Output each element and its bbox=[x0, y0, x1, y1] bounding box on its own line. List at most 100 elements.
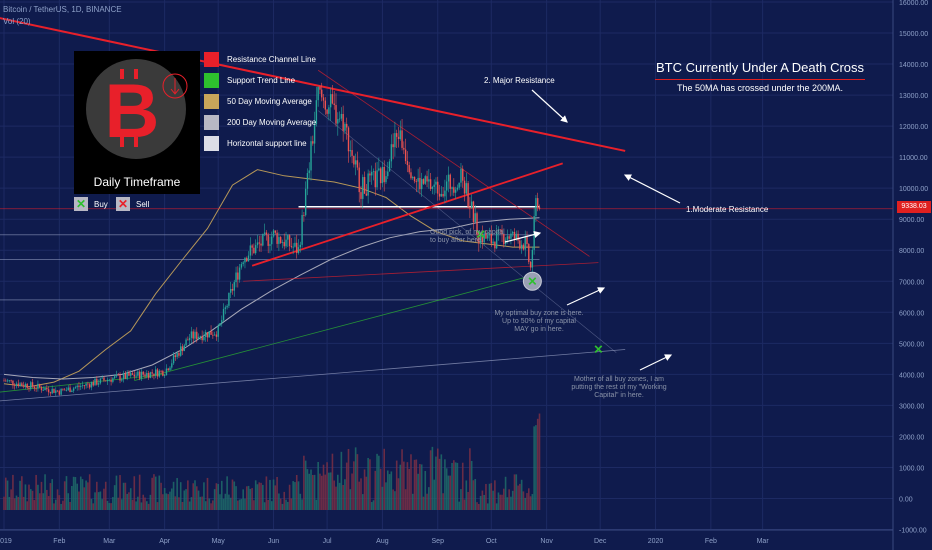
volume-bar bbox=[158, 475, 161, 510]
candle-body bbox=[417, 177, 419, 182]
volume-bar bbox=[147, 503, 150, 510]
candle-body bbox=[267, 234, 269, 246]
candle-body bbox=[537, 198, 539, 208]
volume-bar bbox=[326, 462, 328, 510]
candle-body bbox=[53, 388, 55, 393]
buy-legend: ✕ Buy bbox=[74, 197, 108, 211]
candle-body bbox=[219, 323, 221, 326]
ma200-line bbox=[3, 217, 540, 380]
candle-body bbox=[294, 242, 296, 247]
volume-bar bbox=[370, 502, 373, 510]
candle-body bbox=[358, 167, 360, 193]
candle-body bbox=[229, 288, 232, 293]
volume-bar bbox=[235, 486, 237, 510]
volume-bar bbox=[108, 503, 111, 510]
volume-bar bbox=[156, 502, 159, 510]
volume-bar bbox=[199, 496, 202, 510]
candle-body bbox=[420, 179, 423, 190]
legend-swatch bbox=[204, 51, 219, 67]
candle-body bbox=[440, 193, 443, 197]
candle-body bbox=[130, 373, 132, 376]
legend-swatch bbox=[204, 135, 219, 151]
candle-body bbox=[279, 237, 282, 243]
volume-bar bbox=[395, 460, 398, 510]
volume-bar bbox=[174, 496, 177, 510]
volume-bar bbox=[312, 474, 314, 510]
volume-bar bbox=[128, 492, 130, 510]
volume-bar bbox=[58, 495, 61, 510]
annotation-arrows bbox=[504, 89, 681, 371]
volume-bar bbox=[122, 482, 125, 510]
volume-bar bbox=[38, 493, 41, 510]
candle-body bbox=[160, 370, 162, 372]
candle-body bbox=[288, 235, 291, 247]
volume-bar bbox=[244, 498, 246, 510]
volume-bar bbox=[413, 459, 416, 510]
volume-bar bbox=[410, 454, 412, 510]
volume-bar bbox=[153, 474, 155, 510]
volume-bar bbox=[33, 500, 36, 510]
volume-bar bbox=[408, 468, 410, 510]
volume-bar bbox=[347, 449, 350, 510]
candle-body bbox=[510, 233, 512, 239]
volume-bar bbox=[331, 453, 334, 510]
buy-markers: ✕ ✕ ✕ bbox=[476, 228, 604, 357]
candle-body bbox=[313, 124, 316, 144]
volume-bar bbox=[24, 484, 27, 510]
volume-bar bbox=[201, 496, 203, 510]
volume-bar bbox=[270, 501, 273, 510]
candle-body bbox=[92, 382, 94, 386]
volume-bar bbox=[35, 474, 37, 510]
volume-bar bbox=[531, 494, 534, 510]
x-tick-label: Apr bbox=[159, 538, 171, 545]
candle-body bbox=[463, 180, 466, 194]
volume-bar bbox=[263, 502, 266, 510]
volume-bar bbox=[96, 481, 98, 510]
volume-bar bbox=[231, 479, 234, 510]
volume-bar bbox=[379, 468, 382, 510]
volume-bar bbox=[60, 503, 62, 510]
volume-bar bbox=[276, 476, 278, 510]
volume-bar bbox=[115, 475, 118, 510]
volume-bar bbox=[247, 485, 250, 510]
legend-label: Horizontal support line bbox=[227, 138, 307, 148]
candle-body bbox=[212, 334, 214, 336]
volume-bar bbox=[44, 474, 46, 510]
volume-bar bbox=[304, 460, 307, 510]
candle-body bbox=[360, 192, 362, 199]
volume-bar bbox=[40, 481, 43, 510]
volume-bar bbox=[119, 475, 121, 510]
candle-body bbox=[467, 183, 469, 207]
volume-bar bbox=[170, 488, 173, 510]
candle-body bbox=[403, 147, 405, 150]
volume-bar bbox=[140, 502, 143, 510]
volume-bar bbox=[81, 479, 84, 510]
volume-bar bbox=[442, 493, 444, 510]
candle-body bbox=[478, 234, 480, 244]
candle-body bbox=[155, 369, 157, 376]
candle-body bbox=[365, 193, 368, 196]
channel-line bbox=[317, 110, 617, 353]
volume-bar bbox=[224, 493, 227, 510]
volume-bar bbox=[287, 501, 289, 510]
volume-bar bbox=[242, 489, 244, 510]
volume-label: Vol (20) bbox=[3, 17, 31, 26]
volume-bar bbox=[149, 494, 152, 510]
volume-bar bbox=[392, 489, 394, 510]
x-tick-label: May bbox=[212, 538, 226, 545]
volume-bar bbox=[237, 500, 239, 510]
volume-bar bbox=[17, 497, 20, 510]
volume-bar bbox=[188, 501, 191, 510]
candle-body bbox=[349, 150, 351, 152]
candle-body bbox=[512, 231, 514, 234]
candle-body bbox=[304, 188, 307, 216]
volume-bar bbox=[254, 480, 257, 510]
candle-body bbox=[5, 380, 7, 382]
candle-body bbox=[447, 174, 450, 182]
volume-bar bbox=[428, 487, 430, 510]
volume-bar bbox=[506, 497, 509, 510]
candle-body bbox=[244, 257, 246, 263]
volume-bar bbox=[160, 482, 162, 510]
volume-bar bbox=[336, 474, 339, 510]
volume-bar bbox=[526, 493, 528, 510]
